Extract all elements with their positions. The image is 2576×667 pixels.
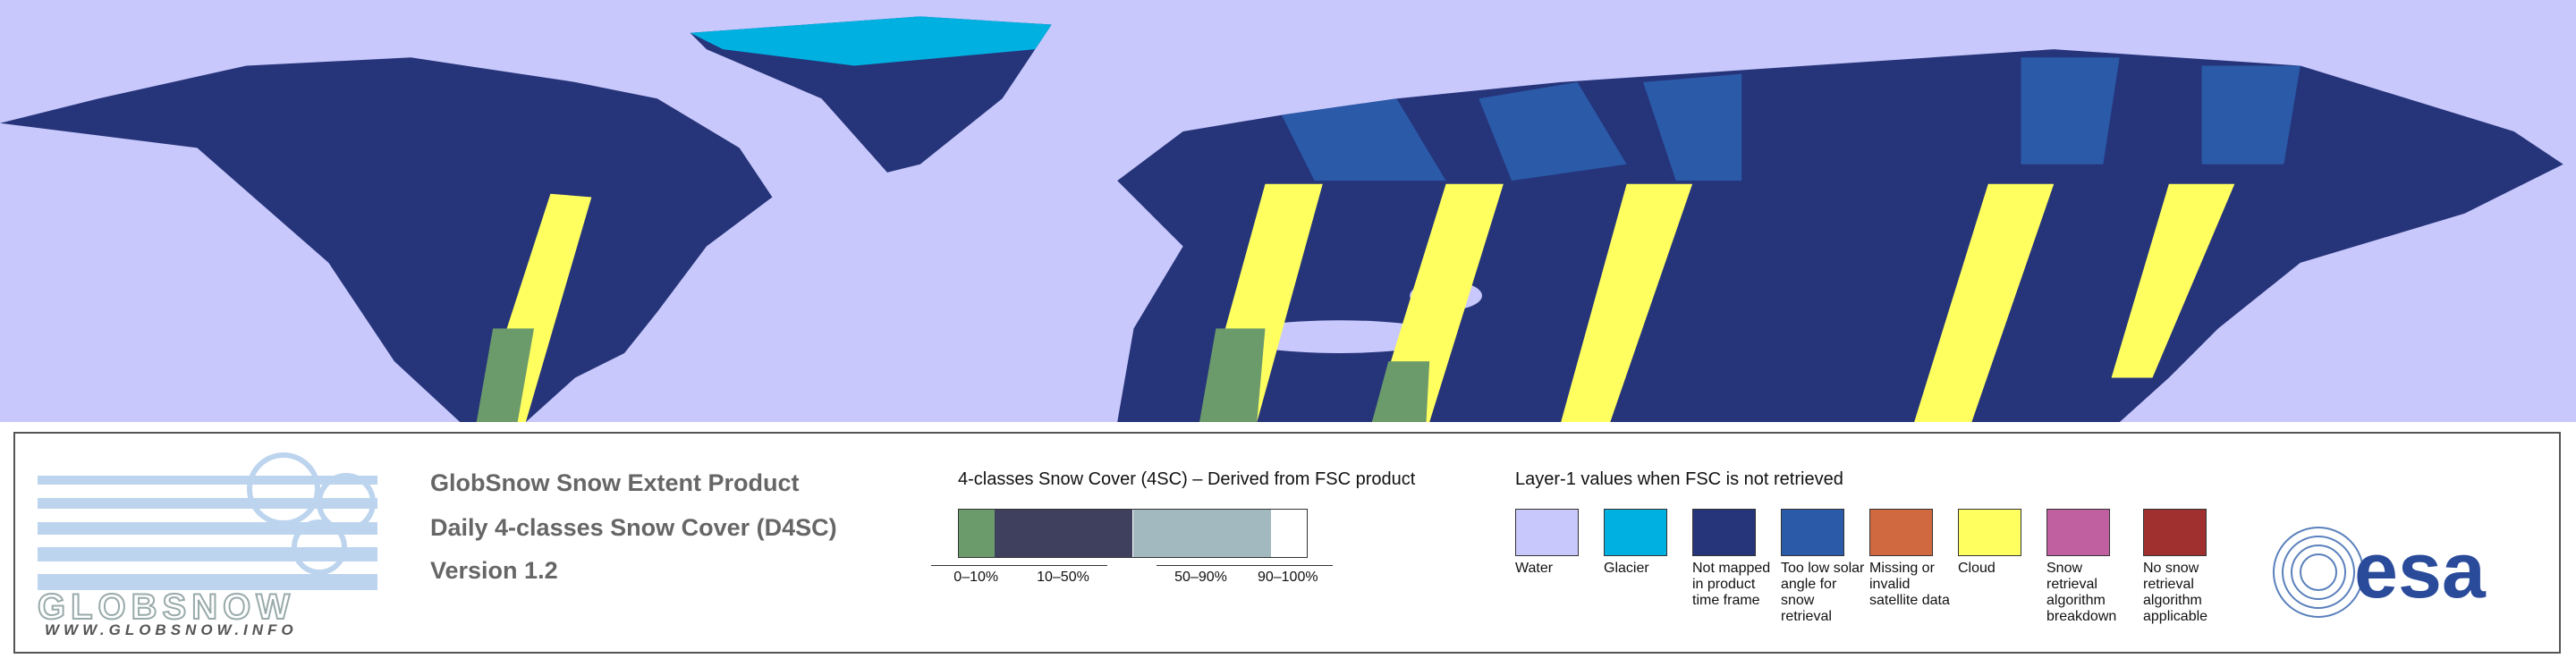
logo-name: GLOBSNOW — [38, 587, 295, 627]
scale-class — [995, 510, 1133, 557]
scale-title: 4-classes Snow Cover (4SC) – Derived fro… — [958, 469, 1416, 489]
scale-label: 90–100% — [1242, 565, 1333, 586]
scale-bar — [958, 509, 1308, 558]
scale-label: 10–50% — [1018, 565, 1108, 586]
low-solar-angle — [1281, 57, 2301, 182]
esa-logo: esa — [2273, 526, 2487, 618]
logo-url: WWW.GLOBSNOW.INFO — [45, 621, 298, 637]
layer1-label: No snow retrieval algorithm applicable — [2143, 561, 2208, 624]
layer1-swatch — [2143, 509, 2207, 556]
layer1-label: Not mapped in product time frame — [1692, 561, 1771, 608]
mediterranean — [1232, 320, 1446, 353]
snowflakes — [247, 452, 376, 575]
scale-label: 50–90% — [1156, 565, 1246, 586]
layer1-label: Glacier — [1604, 561, 1649, 576]
layer1-label: Too low solar angle for snow retrieval — [1781, 561, 1865, 624]
layer1-swatch — [1692, 509, 1756, 556]
legend-panel: GLOBSNOW WWW.GLOBSNOW.INFO GlobSnow Snow… — [13, 432, 2561, 654]
esa-emblem — [2273, 527, 2364, 618]
greenland-glacier — [690, 16, 1052, 66]
layer1-swatch — [1958, 509, 2021, 556]
land — [0, 16, 2563, 422]
scale-class — [1270, 510, 1307, 557]
scale-label: 0–10% — [931, 565, 1021, 586]
layer1-swatch — [2046, 509, 2110, 556]
north-america — [0, 57, 773, 422]
snow-0-10 — [476, 328, 1430, 422]
layer1-swatch — [1869, 509, 1933, 556]
header-line: Daily 4-classes Snow Cover (D4SC) — [430, 514, 837, 541]
layer1-items: Water Glacier Not mapped in product time f… — [1515, 509, 2320, 643]
globsnow-logo: GLOBSNOW WWW.GLOBSNOW.INFO — [38, 452, 377, 637]
layer1-swatch — [1515, 509, 1579, 556]
layer1-title: Layer-1 values when FSC is not retrieved — [1515, 469, 1843, 489]
layer1-label: Snow retrieval algorithm breakdown — [2046, 561, 2117, 624]
layer1-swatch — [1781, 509, 1844, 556]
layer1-label: Cloud — [1958, 561, 1996, 576]
header-line: Version 1.2 — [430, 557, 558, 584]
scale-class — [1132, 510, 1271, 557]
layer1-label: Water — [1515, 561, 1554, 576]
esa-wordmark: esa — [2354, 526, 2487, 614]
scale-class — [959, 510, 996, 557]
snow-map — [0, 0, 2576, 422]
header-line: GlobSnow Snow Extent Product — [430, 469, 800, 496]
layer1-swatch — [1604, 509, 1667, 556]
layer1-label: Missing or invalid satellite data — [1869, 561, 1950, 608]
